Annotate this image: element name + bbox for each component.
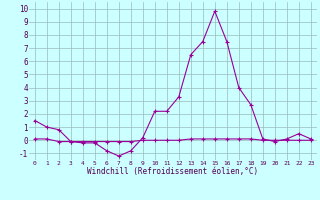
X-axis label: Windchill (Refroidissement éolien,°C): Windchill (Refroidissement éolien,°C) [87, 167, 258, 176]
